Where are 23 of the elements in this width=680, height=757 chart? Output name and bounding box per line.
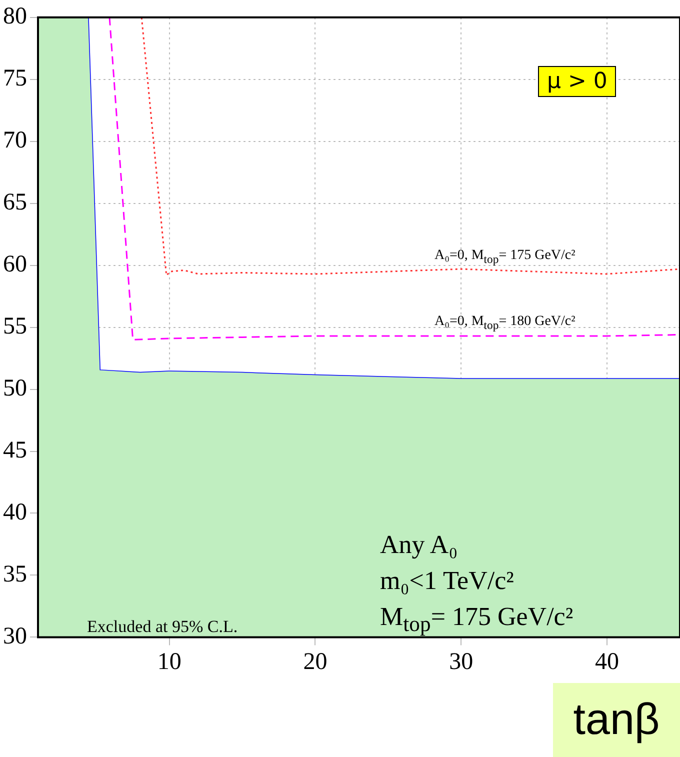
annotation: μ > 0 (538, 66, 616, 97)
y-tick-label: 30 (3, 623, 27, 650)
x-tick-label: 30 (449, 648, 474, 675)
y-tick-label: 75 (3, 66, 27, 92)
y-tick-label: 80 (3, 4, 27, 30)
y-tick-label: 65 (3, 190, 27, 216)
annotation: M$_{top}$= 175 GeV/c² (380, 602, 574, 638)
y-tick-label: 55 (3, 314, 27, 340)
x-tick-label: 20 (303, 648, 328, 675)
annotation: A₀=0, M$_{top}$= 180 GeV/c² (434, 314, 576, 332)
y-tick-label: 70 (3, 128, 27, 154)
y-tick-label: 50 (3, 376, 27, 402)
annotation: m₀<1 TeV/c² (380, 566, 514, 596)
annotation: Excluded at 95% C.L. (87, 617, 238, 637)
x-axis-title: tanβ (553, 683, 680, 757)
annotation: Any A₀ (380, 530, 458, 560)
y-tick-label: 35 (3, 562, 27, 588)
x-tick-label: 40 (595, 648, 620, 675)
y-tick-label: 60 (3, 252, 27, 278)
y-tick-label: 40 (3, 500, 27, 526)
annotation: A₀=0, M$_{top}$= 175 GeV/c² (434, 248, 576, 266)
x-tick-label: 10 (157, 648, 182, 675)
y-tick-label: 45 (3, 438, 27, 464)
